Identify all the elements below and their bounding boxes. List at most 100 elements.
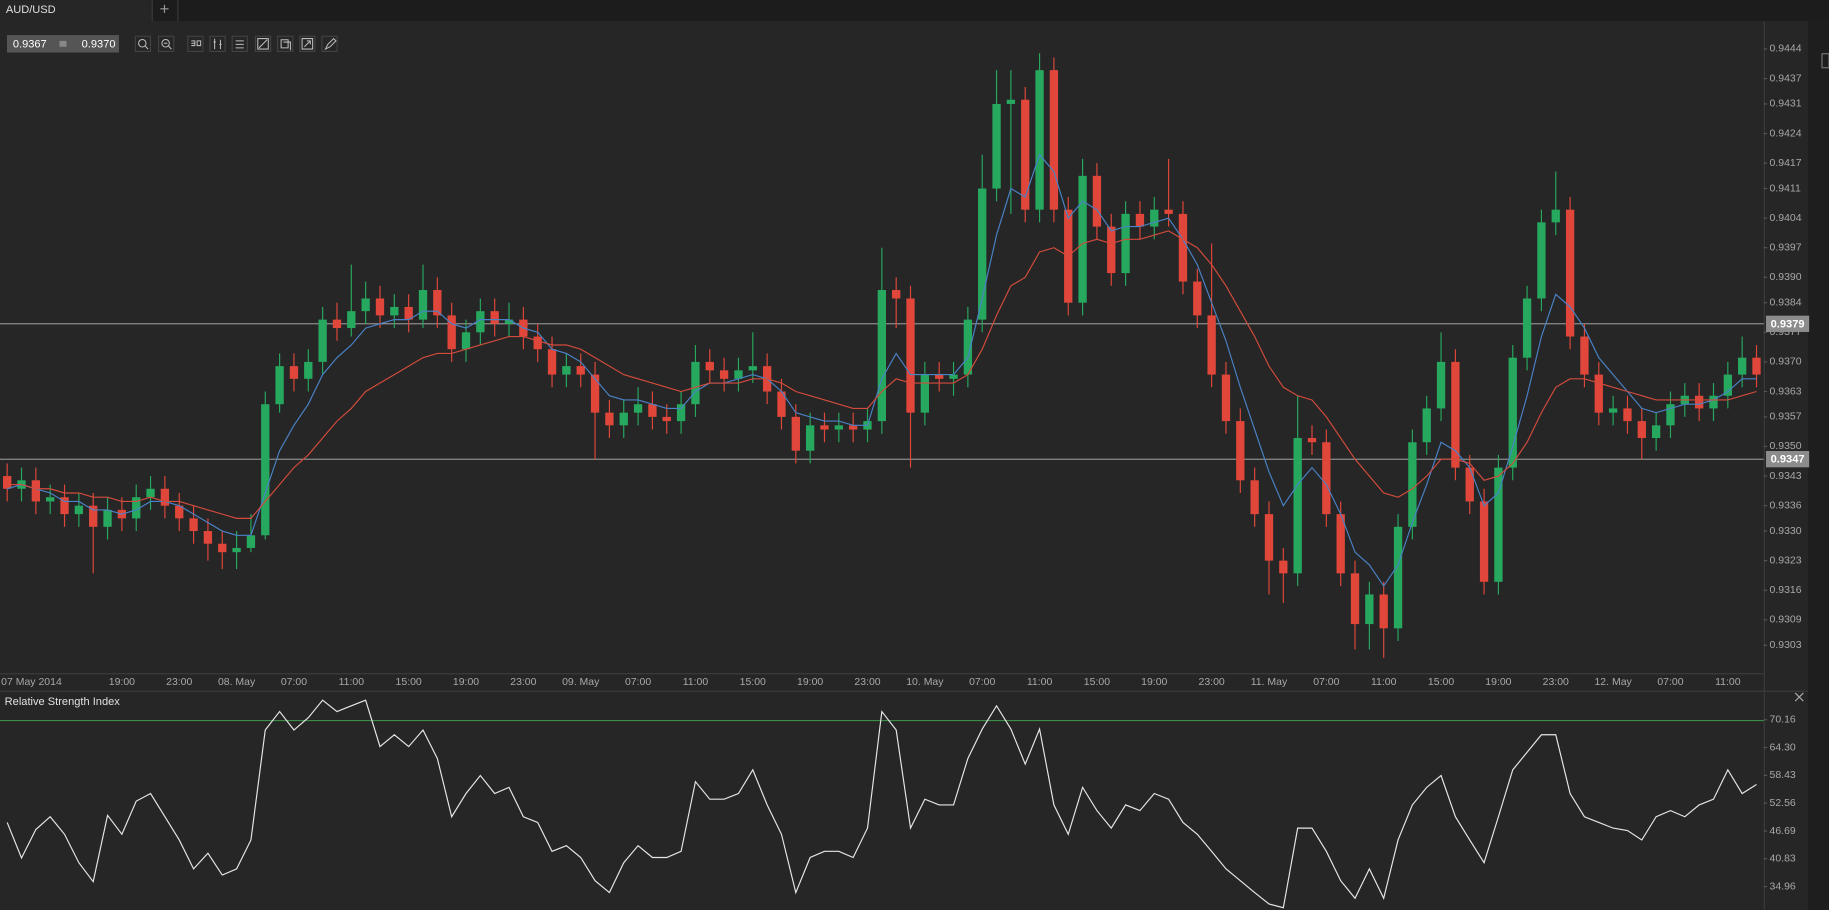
candle-body: [261, 404, 270, 536]
candle-body: [1479, 501, 1489, 582]
candle-body: [1451, 361, 1460, 468]
x-tick-label: 07:00: [969, 677, 995, 688]
candle-body: [404, 306, 413, 320]
candle-body: [89, 505, 98, 527]
candle-body: [1264, 514, 1274, 561]
y-tick-label: 0.9303: [1770, 640, 1802, 651]
bid: 0.9367: [13, 38, 47, 50]
x-tick-label: 15:00: [740, 677, 766, 688]
candle-body: [1322, 442, 1331, 515]
y-tick-label: 58.43: [1770, 770, 1796, 781]
candle-body: [1508, 357, 1517, 468]
candle-body: [562, 366, 571, 375]
x-tick-label: 19:00: [1485, 677, 1511, 688]
candle-body: [203, 531, 213, 544]
candle-body: [1694, 395, 1704, 409]
x-tick-label: 08. May: [218, 677, 256, 688]
candle-body: [189, 518, 198, 532]
candle-body: [920, 374, 930, 413]
candle-body: [46, 497, 55, 502]
tab[interactable]: [0, 0, 152, 22]
candle-body: [1408, 442, 1417, 527]
candle-body: [820, 425, 829, 430]
y-tick-label: 0.9384: [1770, 297, 1802, 308]
objects[interactable]: [277, 35, 294, 52]
pencil[interactable]: [321, 35, 338, 52]
x-tick-label: 23:00: [510, 677, 536, 688]
x-tick-label: 11. May: [1251, 677, 1288, 688]
candle-body: [877, 290, 886, 422]
x-tick-label: 19:00: [797, 677, 823, 688]
candle-body: [1666, 404, 1675, 426]
y-tick-label: 0.9424: [1770, 128, 1802, 139]
candle-body: [834, 425, 843, 430]
candle-body: [1336, 514, 1345, 574]
indicator-title: Relative Strength Index: [5, 696, 121, 708]
candle-body: [748, 366, 757, 371]
candle-body: [146, 488, 155, 498]
price-tag: [1766, 450, 1810, 468]
candle-body: [476, 311, 485, 333]
zoom-out[interactable]: [134, 35, 151, 52]
candle-body: [1350, 573, 1360, 625]
chart-type[interactable]: [209, 35, 226, 52]
candle-body: [791, 416, 800, 451]
y-tick-label: 0.9437: [1770, 73, 1802, 84]
x-tick-label: 19:00: [1141, 677, 1167, 688]
timeframe[interactable]: [187, 35, 204, 52]
candle-body: [375, 298, 385, 316]
candle-body: [1236, 421, 1245, 481]
x-tick-label: 23:00: [166, 677, 192, 688]
candle-body: [433, 290, 442, 316]
candle-body: [719, 370, 729, 379]
candle-body: [992, 103, 1001, 189]
price-tags: 0.9379 0.9347: [1766, 315, 1810, 468]
x-tick-label: 12. May: [1594, 677, 1632, 688]
x-tick-label: 11:00: [1371, 677, 1397, 688]
candle-body: [1193, 281, 1202, 316]
y-tick-label: 0.9417: [1770, 158, 1802, 169]
candle-body: [175, 505, 184, 519]
tab-bar: [0, 0, 1829, 22]
candle-body: [1494, 467, 1503, 582]
candle-body: [218, 543, 227, 553]
price-tag-label: 0.9347: [1771, 454, 1805, 466]
x-tick-label: 23:00: [854, 677, 880, 688]
x-tick-label: 11:00: [1715, 677, 1741, 688]
x-tick-label: 07:00: [1657, 677, 1683, 688]
candle-body: [504, 319, 514, 324]
add-tab[interactable]: [160, 4, 169, 13]
candle-body: [1150, 209, 1159, 227]
candle-body: [1608, 408, 1618, 413]
y-tick-label: 40.83: [1770, 854, 1796, 865]
zoom-in[interactable]: [158, 35, 175, 52]
candle-body: [304, 361, 313, 379]
price-tag-label: 0.9379: [1771, 318, 1805, 330]
export[interactable]: [299, 35, 316, 52]
candle-body: [1250, 480, 1259, 515]
candle-body: [734, 370, 743, 379]
rsi-line: [6, 699, 1757, 909]
candle-body: [1207, 315, 1216, 375]
candle-body: [633, 404, 643, 413]
candle-body: [1551, 209, 1560, 223]
indicators[interactable]: [231, 35, 248, 52]
y-tick-label: 0.9336: [1770, 500, 1802, 511]
candle-body: [490, 311, 499, 324]
y-tick-label: 0.9343: [1770, 471, 1802, 482]
candle-body: [1422, 408, 1431, 443]
close-indicator[interactable]: [1794, 692, 1804, 702]
candle-body: [1035, 70, 1044, 210]
draw-line[interactable]: [254, 35, 272, 52]
candle-body: [74, 505, 84, 515]
candle-body: [1006, 99, 1016, 104]
candle-body: [1436, 361, 1446, 409]
candle-body: [1623, 408, 1632, 422]
x-tick-label: 10. May: [906, 677, 944, 688]
candle-body: [705, 361, 714, 371]
candle-body: [418, 290, 428, 320]
x-tick-label: 11:00: [339, 677, 365, 688]
candle-body: [132, 497, 141, 519]
y-tick-label: 0.9377: [1770, 327, 1802, 338]
